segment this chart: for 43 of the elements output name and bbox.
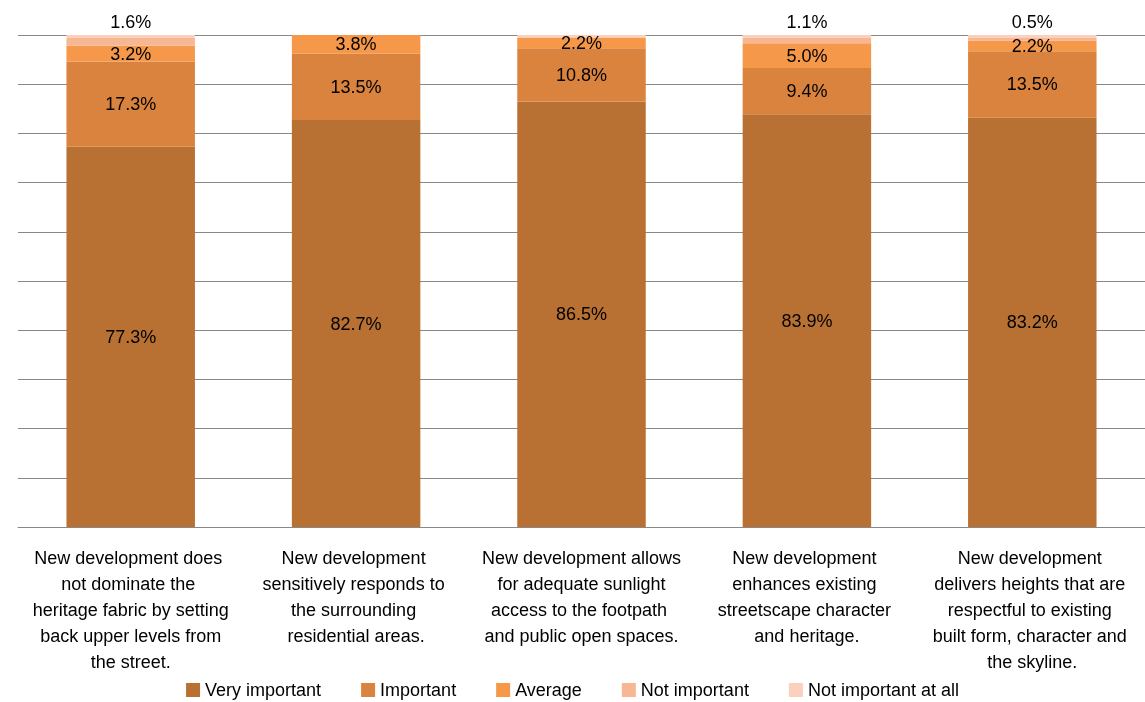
data-label: 83.2% <box>1006 312 1058 333</box>
data-label: 77.3% <box>105 326 157 347</box>
data-label: 13.5% <box>330 76 382 97</box>
bar <box>291 53 421 121</box>
data-label: 10.8% <box>555 64 608 85</box>
legend-label: Very important <box>205 680 322 700</box>
bar <box>291 120 421 527</box>
data-label: 1.1% <box>786 11 828 32</box>
bar <box>742 114 872 527</box>
data-label: 2.2% <box>560 32 603 53</box>
data-label: 86.5% <box>555 304 608 325</box>
data-label: 5.0% <box>786 45 828 66</box>
data-label: 3.2% <box>110 43 152 64</box>
bar <box>742 35 872 38</box>
data-label: 2.2% <box>1011 35 1053 56</box>
data-label: 83.9% <box>781 310 833 331</box>
bar <box>66 146 195 527</box>
bar <box>517 101 646 527</box>
legend-label: Average <box>515 680 582 700</box>
data-label: 3.8% <box>335 34 377 55</box>
bar <box>517 48 646 102</box>
data-label: 13.5% <box>1006 74 1058 95</box>
bar <box>742 43 872 68</box>
data-label: 0.5% <box>1011 11 1053 32</box>
x-tick-label: New development enhances existing streetscape character and heritage. <box>717 548 896 646</box>
legend-label: Important <box>380 680 457 700</box>
bar <box>742 37 872 44</box>
bar <box>968 117 1097 527</box>
data-label: 17.3% <box>105 94 157 115</box>
bar <box>742 67 872 115</box>
legend-label: Not important at all <box>807 680 959 700</box>
bar <box>66 37 195 46</box>
x-tick-label: New development sensitively responds to the surrounding residential areas. <box>262 548 450 646</box>
data-label: 1.6% <box>110 11 152 32</box>
bar <box>66 35 195 38</box>
data-label: 9.4% <box>786 81 828 102</box>
data-label: 82.7% <box>330 313 382 334</box>
x-tick-label: New development does not dominate the heritage fabric by setting back upper levels from the street. <box>32 548 229 672</box>
x-tick-label: New development allows for adequate sunlight access to the footpath and public open spaces. <box>481 548 682 646</box>
bar <box>66 61 195 147</box>
bar <box>968 51 1097 118</box>
legend-label: Not important <box>640 680 749 700</box>
x-tick-label: New development delivers heights that are respectful to existing built form, character and the skyline. <box>932 548 1132 672</box>
